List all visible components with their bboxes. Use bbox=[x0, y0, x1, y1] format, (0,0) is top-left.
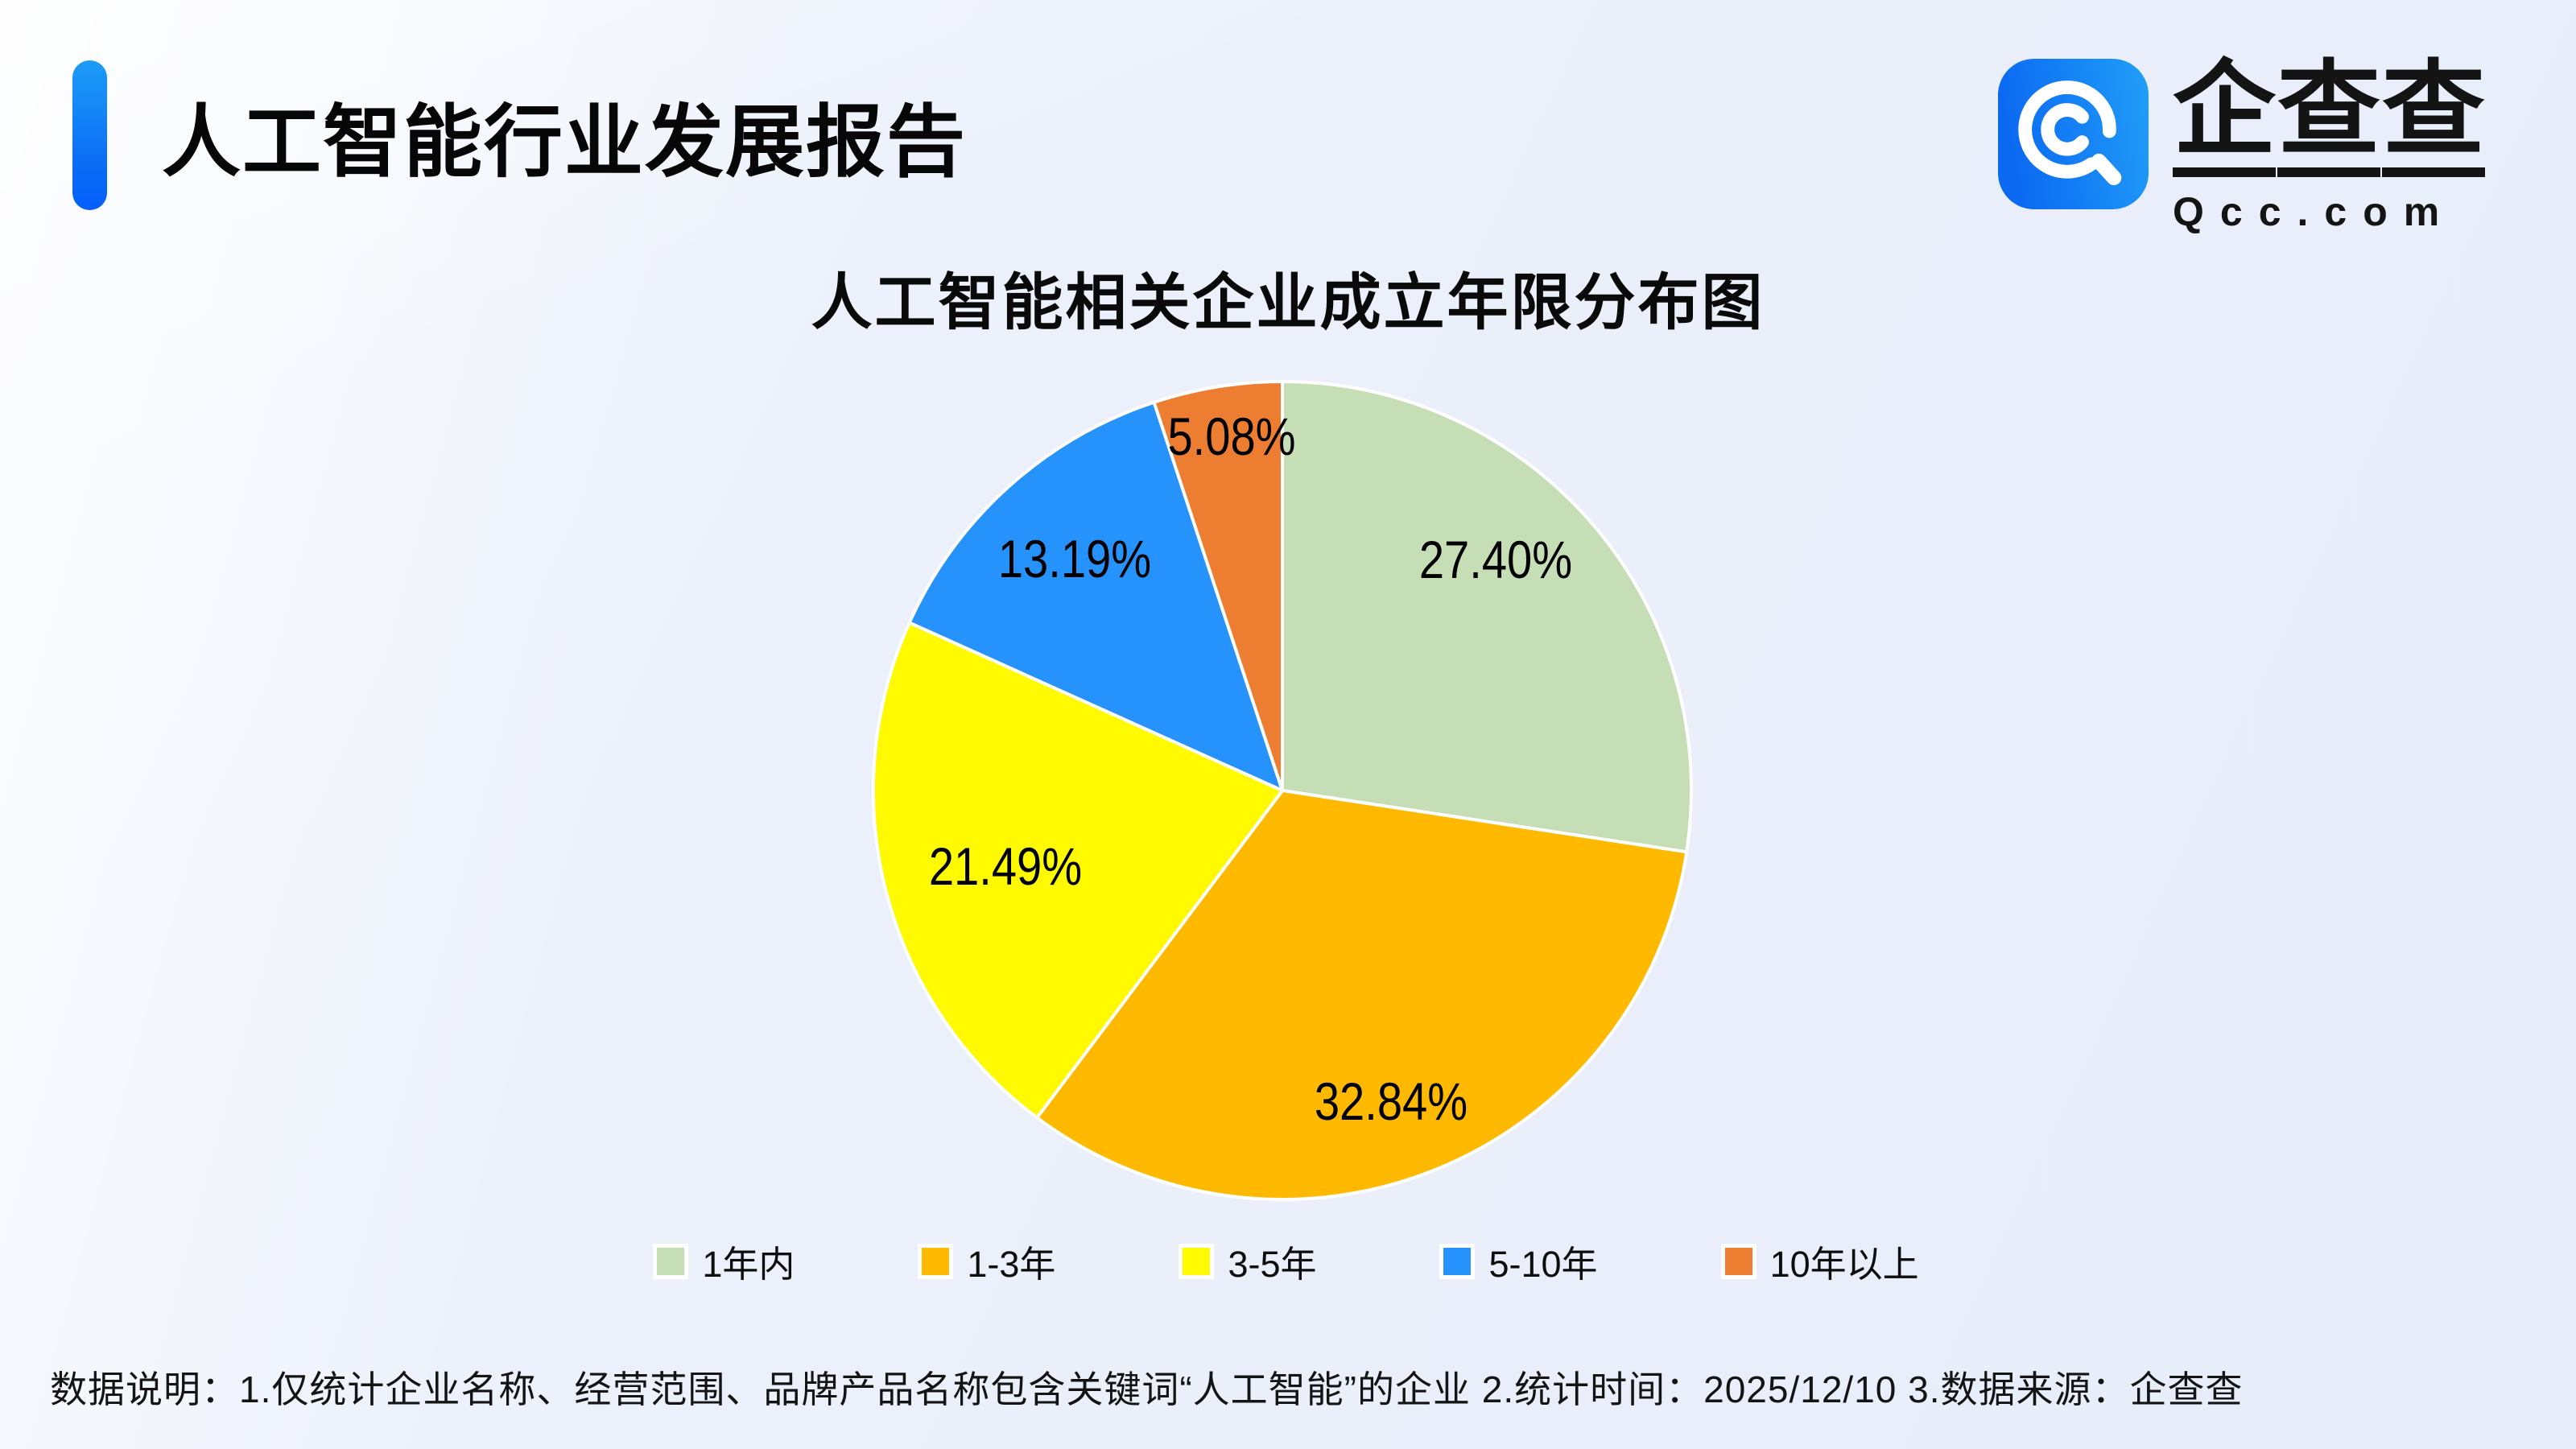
legend-swatch-yellow bbox=[1183, 1247, 1211, 1275]
chart-legend: 1年内 1-3年 3-5年 5-10年 10年以上 bbox=[0, 1235, 2576, 1287]
pie-slice-10年以上 bbox=[1152, 380, 1284, 792]
legend-item-10年以上: 10年以上 bbox=[1724, 1235, 1919, 1287]
legend-label: 10年以上 bbox=[1769, 1244, 1919, 1285]
pie-slice-5-10年 bbox=[907, 400, 1284, 792]
pie-label-3-5年: 21.49% bbox=[928, 836, 1083, 896]
data-notes: 数据说明：1.仅统计企业名称、经营范围、品牌产品名称包含关键词“人工智能”的企业… bbox=[50, 1368, 2244, 1410]
pie-label-10年以上: 5.08% bbox=[1167, 407, 1296, 466]
report-header: 人工智能行业发展报告 bbox=[72, 60, 967, 210]
legend-item-3-5年: 3-5年 bbox=[1183, 1235, 1316, 1287]
legend-swatch-amber bbox=[922, 1247, 950, 1275]
legend-swatch-orange bbox=[1724, 1247, 1752, 1275]
qcc-magnifier-icon bbox=[1998, 59, 2149, 209]
pie-slice-3-5年 bbox=[872, 621, 1284, 1120]
legend-label: 1-3年 bbox=[967, 1244, 1056, 1285]
pie-slice-1年内 bbox=[1281, 380, 1693, 854]
pie-label-1年内: 27.40% bbox=[1418, 530, 1573, 589]
report-title: 人工智能行业发展报告 bbox=[162, 97, 968, 186]
brand-url: Qcc.com bbox=[2173, 189, 2456, 234]
pie-slice-1-3年 bbox=[1035, 789, 1689, 1201]
legend-item-5-10年: 5-10年 bbox=[1443, 1235, 1598, 1287]
pie-chart bbox=[872, 380, 1693, 1201]
legend-swatch-blue bbox=[1443, 1247, 1472, 1275]
brand-name: 企查查 bbox=[2173, 59, 2487, 177]
qcc-logo: 企查查 Qcc.com bbox=[1998, 59, 2487, 235]
legend-swatch-green bbox=[657, 1247, 685, 1275]
chart-title: 人工智能相关企业成立年限分布图 bbox=[811, 269, 1765, 337]
legend-item-1年内: 1年内 bbox=[657, 1235, 795, 1287]
qcc-logo-text: 企查查 Qcc.com bbox=[2173, 59, 2487, 235]
legend-label: 5-10年 bbox=[1488, 1244, 1598, 1285]
accent-bar bbox=[72, 60, 107, 210]
legend-label: 3-5年 bbox=[1228, 1244, 1317, 1285]
pie-label-5-10年: 13.19% bbox=[997, 529, 1152, 588]
legend-label: 1年内 bbox=[702, 1244, 795, 1285]
legend-item-1-3年: 1-3年 bbox=[922, 1235, 1055, 1287]
pie-label-1-3年: 32.84% bbox=[1314, 1071, 1468, 1131]
